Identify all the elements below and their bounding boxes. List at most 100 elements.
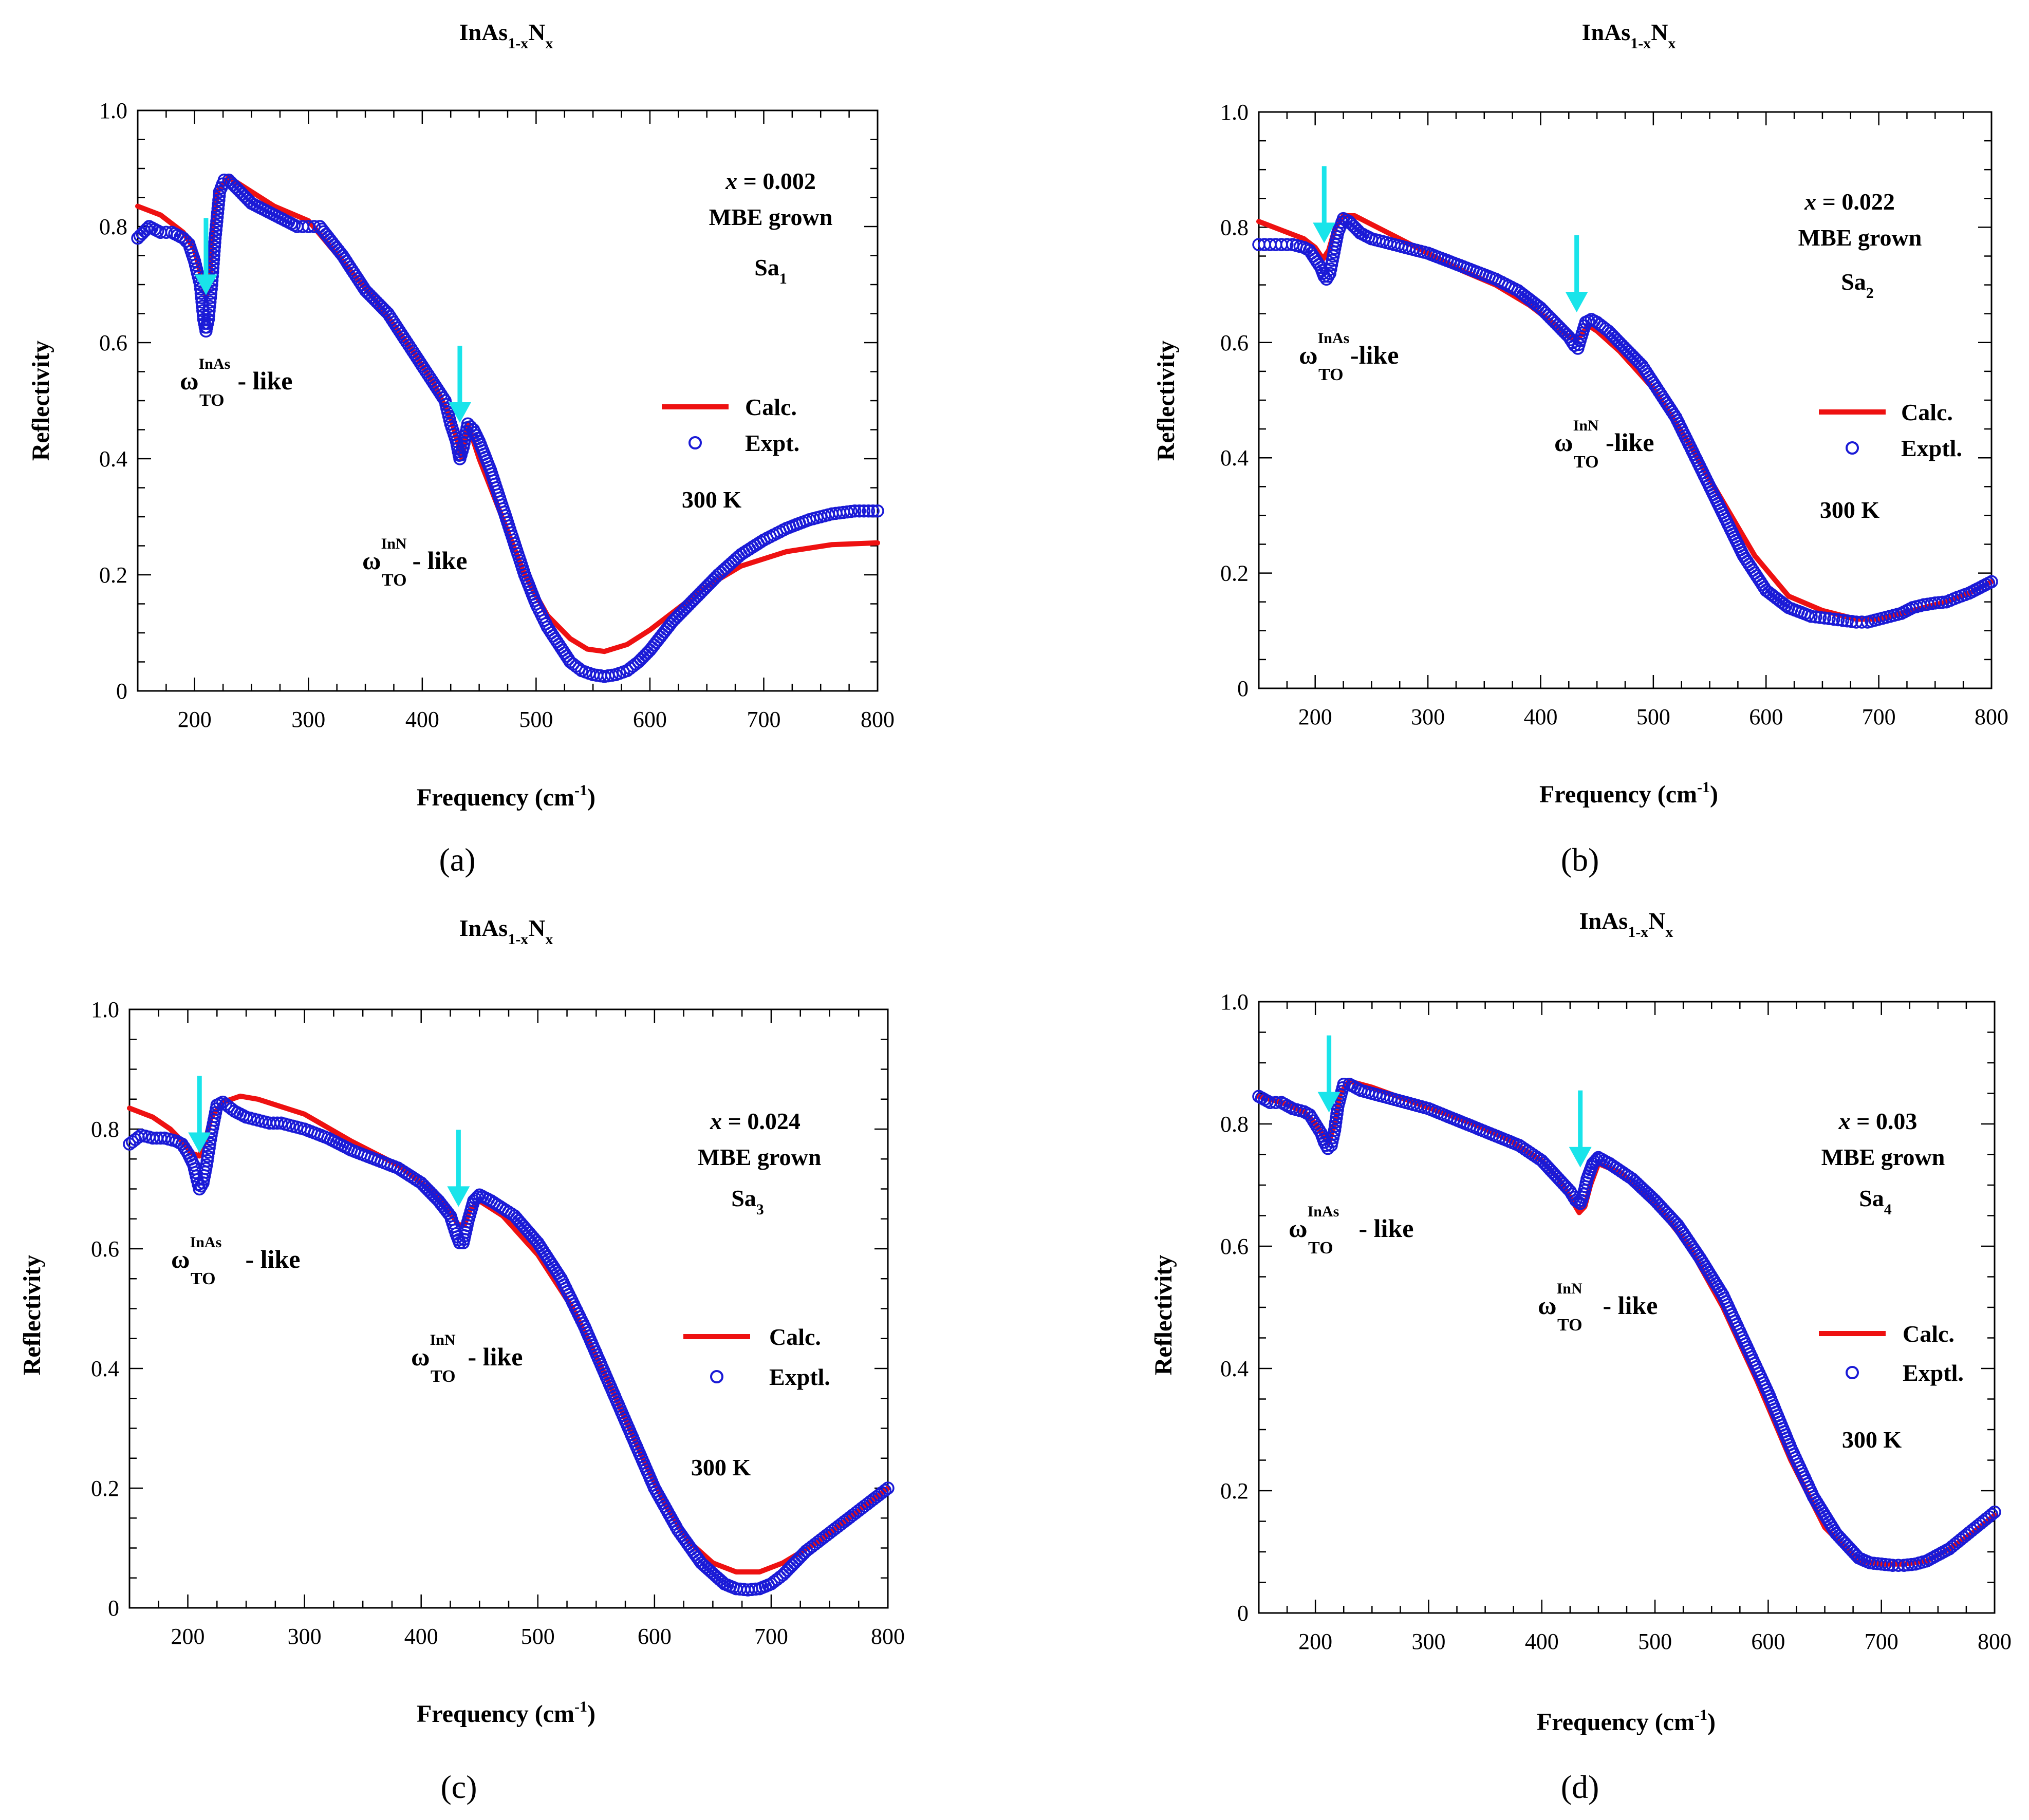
growth-label: MBE grown: [1798, 224, 1922, 251]
expt-point: [632, 655, 645, 669]
expt-point: [222, 173, 235, 187]
plot-area: 200 300 400 500 600 700 800 0 0.2 0.4 0.6 0.8 1.0: [91, 997, 905, 1649]
sample-main: Sa: [1841, 269, 1866, 295]
omega: ω: [411, 1342, 430, 1371]
legend-calc-label: Calc.: [769, 1324, 821, 1350]
x-tick-label: 300: [1411, 1629, 1445, 1654]
mode-sub: TO: [1318, 365, 1344, 384]
arrow-inas-head: [1313, 222, 1336, 243]
title-sub-x: x: [1665, 924, 1673, 941]
mode-suffix: -like: [1350, 341, 1399, 369]
legend-expt-marker: [710, 1370, 723, 1383]
expt-point: [212, 189, 226, 203]
temperature-label: 300 K: [1820, 497, 1880, 523]
panel-a-title: InAs1-xNx: [459, 19, 553, 52]
y-tick-label: 1.0: [1220, 100, 1249, 125]
sample-label: Sa3: [731, 1185, 764, 1218]
expt-point: [1345, 217, 1358, 231]
x-tick-label: 700: [1862, 704, 1896, 729]
x-tick-label: 200: [178, 707, 212, 732]
expt-point: [200, 1154, 214, 1168]
panel-label: (b): [1561, 841, 1599, 878]
composition-value: = 0.024: [722, 1108, 801, 1134]
expt-point: [1891, 1559, 1905, 1572]
mode-sub: TO: [191, 1269, 216, 1288]
xlabel-main: Frequency (cm: [417, 1700, 574, 1728]
xlabel: Frequency (cm-1): [417, 782, 595, 811]
title-n: N: [1651, 19, 1668, 45]
x-tick-label: 800: [871, 1624, 905, 1649]
arrow-inas-head: [188, 1132, 211, 1153]
y-tick-label: 0.2: [1220, 1478, 1249, 1504]
xlabel: Frequency (cm-1): [417, 1698, 595, 1728]
x-tick-label: 600: [1749, 704, 1783, 729]
expt-point: [203, 291, 217, 305]
temperature-label: 300 K: [691, 1454, 751, 1480]
y-tick-label: 0.8: [99, 214, 127, 239]
xlabel-sup: -1: [1695, 1706, 1707, 1723]
x-tick-label: 300: [291, 707, 325, 732]
panel-label: (d): [1561, 1769, 1599, 1805]
sample-label: Sa4: [1859, 1185, 1892, 1218]
y-tick-label: 0: [1237, 676, 1249, 701]
expt-point: [209, 227, 222, 241]
arrow-inn-head: [1569, 1147, 1592, 1168]
expt-point: [211, 202, 225, 215]
expt-point: [201, 1150, 215, 1164]
expt-point: [1813, 611, 1827, 624]
composition-value: = 0.022: [1816, 189, 1895, 215]
expt-point: [211, 206, 225, 220]
expt-point: [307, 220, 321, 233]
expt-point: [425, 1187, 439, 1201]
ylabel: Reflectivity: [1150, 1255, 1177, 1376]
expt-point: [1622, 345, 1635, 359]
expt-point: [1985, 1508, 1999, 1521]
title-sub-x: x: [545, 35, 553, 52]
x-tick-label: 600: [633, 707, 667, 732]
composition: x = 0.002: [725, 168, 816, 194]
expt-point: [365, 291, 379, 304]
expt-point: [857, 504, 871, 518]
panel-c-title: InAs1-xNx: [459, 915, 553, 948]
arrow-inas-head: [1317, 1092, 1341, 1113]
expt-point: [469, 1192, 482, 1206]
mode-inn-label: ωInN TO - like: [362, 535, 467, 590]
omega: ω: [362, 546, 381, 575]
expt-point: [419, 1180, 432, 1194]
legend-expt-label: Expt.: [745, 430, 799, 456]
expt-point: [203, 295, 217, 309]
expt-point: [210, 214, 224, 228]
expt-point: [1827, 612, 1840, 626]
x-tick-label: 200: [1298, 704, 1332, 729]
expt-point: [359, 284, 372, 297]
title-n: N: [528, 915, 545, 941]
x-tick-label: 300: [1411, 704, 1445, 729]
ylabel: Reflectivity: [1152, 341, 1180, 461]
mode-sub: TO: [431, 1367, 456, 1386]
panel-d: InAs1-xNx 200 300 400 500 600 700 80000.20.40.…: [1150, 908, 2012, 1805]
expt-point: [696, 584, 709, 598]
sample-main: Sa: [754, 254, 779, 280]
omega: ω: [1538, 1291, 1557, 1320]
title-inas: InAs: [459, 915, 508, 941]
expt-point: [212, 198, 225, 211]
expt-point: [208, 244, 221, 258]
expt-point: [1613, 336, 1626, 349]
plot-area: 200 300 400 500 600 700 800 0 0.2 0.4 0.6 0.8 1.0: [1220, 100, 2008, 729]
mode-sub: TO: [1557, 1316, 1583, 1335]
panel-label: (a): [439, 841, 475, 878]
y-tick-label: 0.2: [1220, 561, 1249, 586]
expt-point: [229, 180, 243, 194]
expt-point: [131, 231, 144, 245]
expt-point: [852, 504, 866, 518]
title-sub-x: x: [545, 931, 553, 948]
x-tick-label: 300: [288, 1624, 322, 1649]
expt-point: [377, 302, 390, 316]
expt-point: [414, 1176, 428, 1190]
y-tick-label: 1.0: [99, 98, 127, 123]
x-tick-label: 500: [1636, 704, 1670, 729]
mode-sup: InAs: [190, 1234, 222, 1251]
expt-point: [707, 573, 720, 586]
mode-inas-label: ωInAs TO - like: [1289, 1203, 1413, 1258]
